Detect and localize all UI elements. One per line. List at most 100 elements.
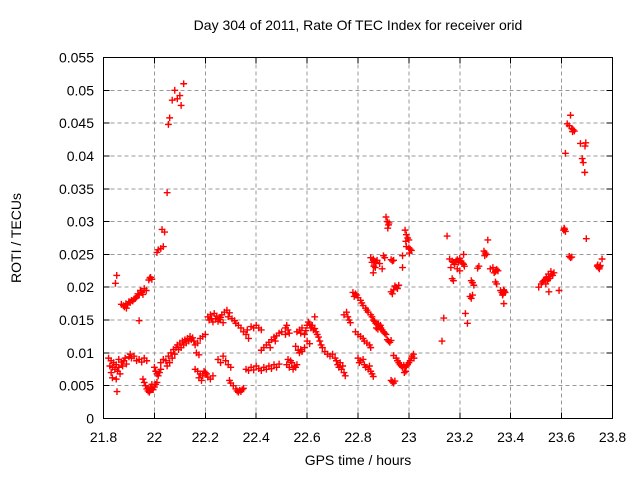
data-point	[318, 344, 326, 352]
data-point	[109, 374, 116, 382]
data-point	[394, 285, 401, 292]
data-point	[399, 252, 406, 260]
data-point	[285, 329, 293, 337]
x-tick-label: 22	[147, 429, 163, 445]
x-tick-label: 22.4	[243, 429, 270, 445]
data-point	[370, 262, 378, 270]
x-tick-label: 22.2	[192, 429, 219, 445]
data-point	[217, 314, 224, 321]
data-point	[135, 317, 143, 325]
data-point	[113, 388, 121, 395]
data-point	[560, 226, 568, 234]
data-point	[271, 337, 279, 345]
data-point	[157, 365, 165, 373]
data-point	[173, 95, 181, 103]
data-point	[147, 383, 154, 391]
data-point	[405, 236, 413, 244]
data-point	[194, 339, 202, 347]
data-point	[292, 342, 300, 350]
data-point	[209, 372, 217, 380]
data-point	[401, 226, 409, 234]
data-point	[168, 96, 176, 104]
data-point	[402, 231, 410, 239]
data-point	[224, 313, 232, 321]
data-point	[201, 369, 209, 376]
data-point	[596, 262, 604, 269]
y-tick-label: 0	[86, 411, 94, 427]
data-point	[159, 243, 167, 250]
data-point	[500, 300, 508, 308]
data-point	[227, 363, 235, 371]
data-point	[382, 331, 390, 338]
data-point	[493, 280, 501, 288]
data-point	[182, 339, 190, 347]
data-point	[301, 331, 308, 338]
x-tick-label: 23	[401, 429, 417, 445]
data-point	[139, 375, 147, 383]
data-point	[112, 279, 119, 287]
data-point	[443, 232, 451, 240]
data-point	[326, 352, 334, 360]
data-point	[315, 333, 322, 341]
y-tick-label: 0.045	[59, 115, 94, 131]
data-point	[297, 329, 305, 337]
data-point	[212, 315, 219, 323]
x-tick-label: 22.6	[293, 429, 320, 445]
data-point	[153, 379, 161, 386]
data-point	[222, 357, 230, 365]
data-point	[569, 128, 576, 136]
data-point	[402, 367, 410, 375]
data-point	[567, 111, 574, 119]
data-point	[438, 337, 446, 345]
data-point	[217, 359, 224, 367]
y-tick-label: 0.025	[59, 246, 94, 262]
data-point	[388, 290, 396, 298]
data-point	[107, 369, 115, 376]
data-point	[385, 219, 393, 227]
data-point	[366, 362, 373, 370]
data-point	[189, 334, 196, 342]
data-point	[395, 281, 403, 289]
data-point	[500, 287, 508, 295]
data-point	[250, 366, 258, 374]
y-tick-label: 0.015	[59, 312, 94, 328]
data-point	[341, 372, 349, 380]
data-point	[302, 327, 310, 334]
x-tick-label: 23.2	[446, 429, 473, 445]
data-point	[481, 252, 489, 260]
data-point	[142, 382, 149, 390]
data-point	[311, 325, 319, 332]
data-point	[151, 363, 158, 371]
data-point	[451, 260, 459, 268]
plot-frame	[103, 57, 613, 419]
data-point	[381, 329, 389, 337]
data-point	[294, 346, 302, 354]
data-point	[467, 294, 475, 302]
data-point	[489, 264, 497, 271]
data-point	[568, 253, 576, 261]
data-point	[116, 370, 124, 378]
data-point	[282, 331, 289, 338]
data-point	[467, 277, 475, 285]
data-point	[161, 228, 168, 236]
data-point	[545, 288, 553, 296]
data-point	[121, 354, 129, 362]
data-point	[555, 287, 563, 294]
y-tick-label: 0.04	[67, 148, 94, 164]
data-point	[154, 246, 162, 254]
data-point	[368, 313, 376, 321]
data-point	[275, 360, 283, 368]
data-point	[484, 236, 492, 244]
data-point	[581, 168, 589, 176]
x-tick-label: 23.4	[497, 429, 524, 445]
data-point	[332, 357, 340, 365]
data-point	[369, 373, 377, 380]
data-point	[343, 308, 350, 316]
data-point	[237, 324, 245, 332]
data-point	[257, 326, 265, 334]
data-point	[162, 357, 170, 365]
data-point	[464, 319, 471, 327]
data-point	[240, 384, 247, 392]
data-point	[490, 269, 498, 277]
